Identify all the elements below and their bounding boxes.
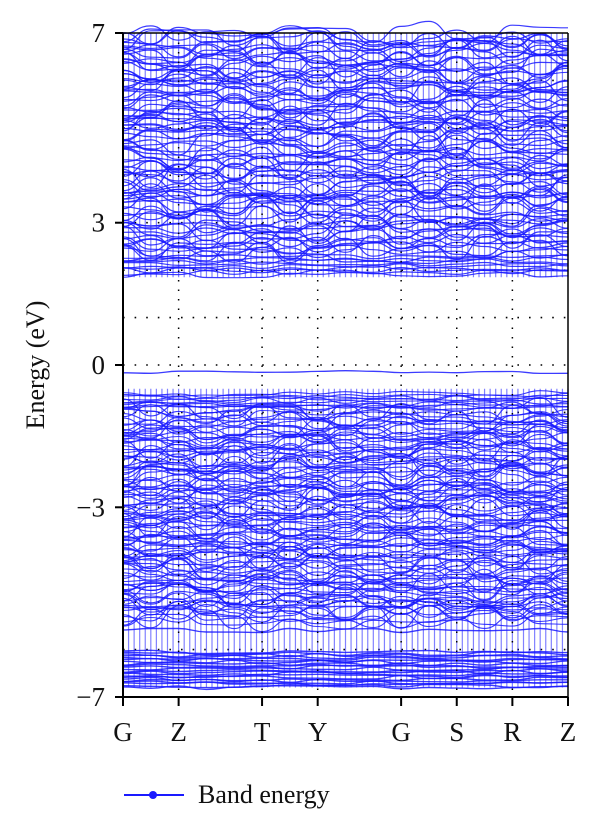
x-tick-label: G <box>113 717 133 747</box>
legend: Band energy <box>124 780 330 810</box>
x-tick-label: Z <box>560 717 577 747</box>
band-line <box>122 24 569 46</box>
y-tick-label: −7 <box>76 682 105 712</box>
x-tick-label: G <box>391 717 411 747</box>
band-line <box>122 31 569 59</box>
legend-label: Band energy <box>198 780 330 809</box>
legend-swatch <box>124 788 184 802</box>
y-tick-label: 0 <box>92 350 106 380</box>
x-tick-label: Z <box>170 717 187 747</box>
x-tick-label: S <box>449 717 464 747</box>
x-tick-label: T <box>254 717 271 747</box>
band-curves <box>122 20 569 691</box>
y-axis-title: Energy (eV) <box>21 301 50 430</box>
x-tick-label: Y <box>308 717 328 747</box>
y-tick-label: 3 <box>92 208 106 238</box>
tick-labels: 7 3 0 −3 −7 G Z T Y G S R Z <box>76 18 576 747</box>
y-tick-label: 7 <box>92 18 106 48</box>
band-line <box>122 370 569 375</box>
y-tick-label: −3 <box>76 492 105 522</box>
x-tick-label: R <box>503 717 521 747</box>
